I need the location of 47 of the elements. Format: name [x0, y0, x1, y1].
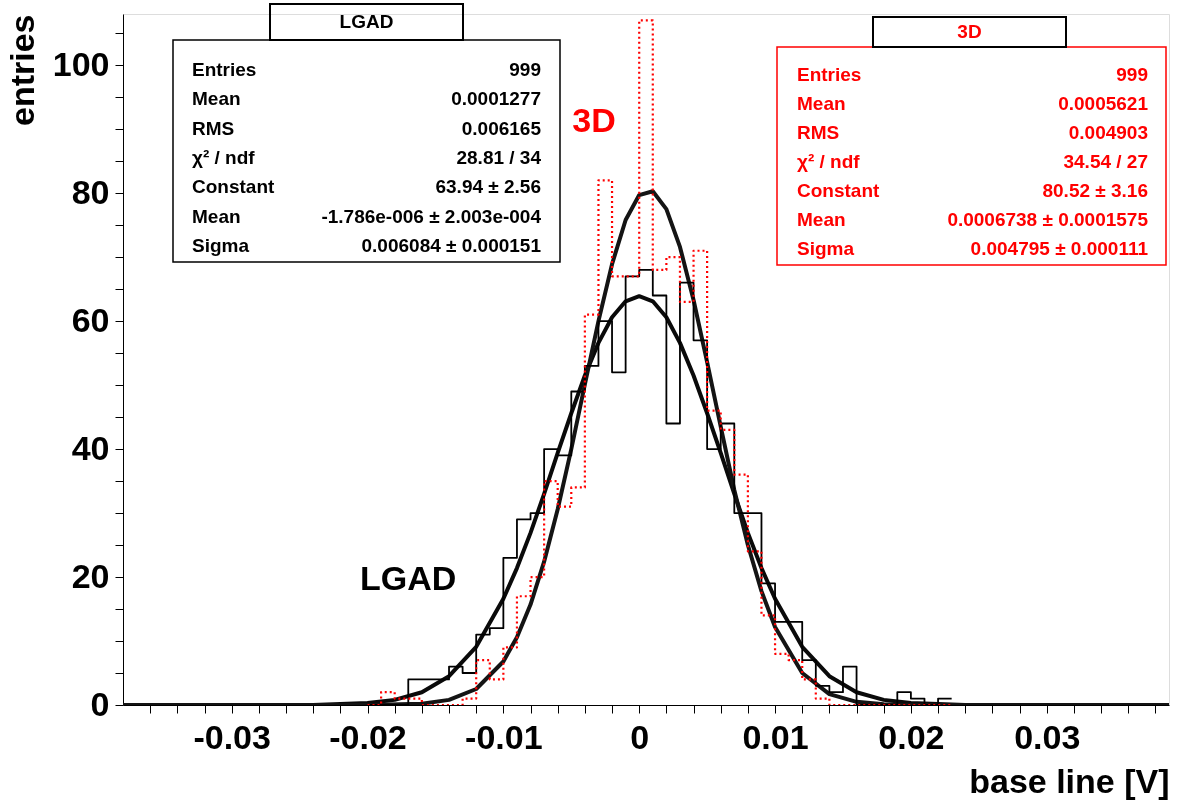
- annotation: 0.004903: [1068, 122, 1148, 143]
- annotation: 999: [1116, 64, 1148, 85]
- annotation: 34.54 / 27: [1063, 151, 1148, 172]
- y-tick-label: 40: [71, 428, 110, 467]
- x-tick-label: 0.02: [878, 717, 945, 756]
- x-tick-label: -0.03: [193, 717, 271, 756]
- annotation: 80.52 ± 3.16: [1042, 180, 1148, 201]
- x-tick-label: -0.02: [329, 717, 407, 756]
- y-tick-label: 60: [71, 300, 110, 339]
- annotation: 999: [509, 59, 541, 80]
- annotation: 28.81 / 34: [456, 146, 542, 168]
- annotation: 63.94 ± 2.56: [435, 176, 541, 198]
- annotation: Entries: [192, 59, 257, 80]
- series-label: LGAD: [360, 559, 457, 597]
- x-tick-label: -0.01: [465, 717, 543, 756]
- annotation: RMS: [192, 117, 235, 139]
- annotation: Sigma: [192, 234, 250, 256]
- annotation: RMS: [797, 122, 840, 143]
- annotation: 3D: [957, 21, 982, 42]
- annotation: Entries: [797, 64, 862, 85]
- annotation: Mean: [192, 205, 241, 227]
- annotation: 0.004795 ± 0.000111: [970, 238, 1149, 259]
- series-label: 3D: [572, 101, 616, 139]
- annotation: Constant: [797, 180, 880, 201]
- x-axis-title: base line [V]: [969, 761, 1170, 800]
- y-tick-label: 80: [71, 172, 110, 211]
- annotation: χ² / ndf: [797, 151, 861, 172]
- y-tick-label: 0: [90, 684, 110, 723]
- annotation: 0.006084 ± 0.000151: [361, 234, 542, 256]
- y-tick-label: 100: [52, 44, 110, 83]
- annotation: Mean: [192, 88, 241, 110]
- annotation: -1.786e-006 ± 2.003e-004: [321, 205, 542, 227]
- y-tick-label: 20: [71, 556, 110, 595]
- annotation: χ² / ndf: [192, 146, 256, 168]
- annotation: 0.0005621: [1058, 93, 1149, 114]
- annotation: 0.006165: [461, 117, 542, 139]
- x-tick-label: 0.03: [1014, 717, 1081, 756]
- y-axis-title: entries: [2, 14, 41, 126]
- annotation: Sigma: [797, 238, 855, 259]
- annotation: LGAD: [339, 11, 394, 32]
- annotation: Mean: [797, 209, 846, 230]
- x-tick-label: 0.01: [742, 717, 809, 756]
- annotation: Constant: [192, 176, 275, 198]
- x-tick-label: 0: [630, 717, 650, 756]
- annotation: Mean: [797, 93, 846, 114]
- annotation: 0.0001277: [451, 88, 541, 110]
- annotation: 0.0006738 ± 0.0001575: [947, 209, 1149, 230]
